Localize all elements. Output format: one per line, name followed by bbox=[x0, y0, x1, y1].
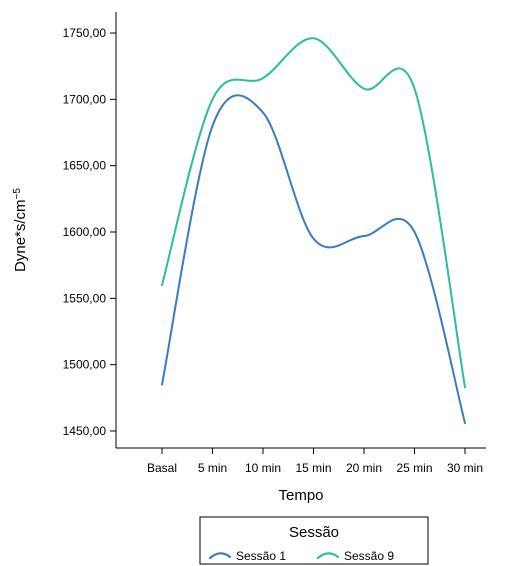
x-tick-label: 25 min bbox=[396, 461, 432, 475]
legend-items: Sessão 1 Sessão 9 bbox=[208, 549, 394, 563]
x-tick-label: Basal bbox=[147, 461, 177, 475]
legend: Sessão Sessão 1 Sessão 9 bbox=[199, 516, 429, 565]
y-tick-label: 1550,00 bbox=[63, 291, 107, 305]
x-tick-label: 10 min bbox=[245, 461, 281, 475]
y-tick-label: 1750,00 bbox=[63, 26, 107, 40]
y-tick-label: 1600,00 bbox=[63, 225, 107, 239]
series-lines bbox=[161, 37, 466, 425]
y-tick-label: 1500,00 bbox=[63, 358, 107, 372]
x-tick-label: 20 min bbox=[346, 461, 382, 475]
legend-box bbox=[199, 516, 429, 565]
y-axis-title-main: Dyne*s/cm bbox=[12, 199, 29, 272]
legend-label-1: Sessão 1 bbox=[236, 549, 286, 563]
y-tick-label: 1450,00 bbox=[63, 424, 107, 438]
y-tick-label: 1650,00 bbox=[63, 159, 107, 173]
legend-title: Sessão bbox=[289, 524, 339, 541]
legend-label-2: Sessão 9 bbox=[344, 549, 394, 563]
plot-area bbox=[115, 12, 486, 449]
x-axis-ticks: Basal 5 min 10 min 15 min 20 min 25 min 30 min bbox=[147, 448, 483, 475]
y-axis-title: Dyne*s/cm−5 bbox=[12, 188, 29, 272]
series-line-2 bbox=[161, 37, 466, 389]
legend-swatch-1 bbox=[208, 552, 232, 560]
legend-swatch-2 bbox=[316, 552, 340, 560]
y-axis-ticks: 1450,00 1500,00 1550,00 1600,00 1650,00 1700,… bbox=[63, 26, 116, 438]
x-tick-label: 5 min bbox=[198, 461, 227, 475]
y-tick-label: 1700,00 bbox=[63, 92, 107, 106]
x-axis-title: Tempo bbox=[278, 487, 323, 504]
series-line-1 bbox=[161, 94, 466, 425]
x-tick-label: 15 min bbox=[295, 461, 331, 475]
x-tick-label: 30 min bbox=[447, 461, 483, 475]
y-axis-title-superscript: −5 bbox=[12, 188, 23, 200]
